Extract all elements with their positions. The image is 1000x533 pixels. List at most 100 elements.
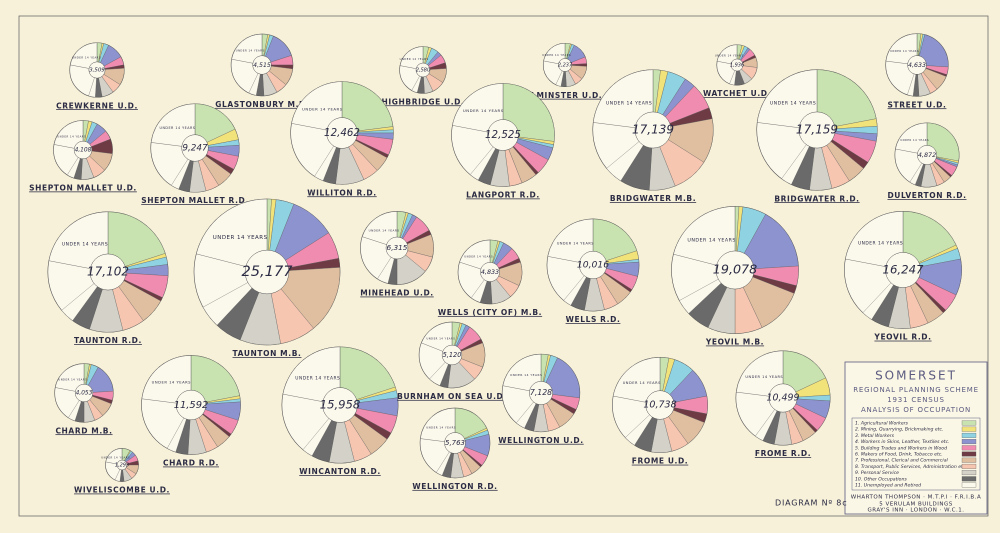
- under-14-label: UNDER 14 YEARS: [58, 377, 87, 381]
- pie-slice: [916, 34, 949, 68]
- under-14-label: UNDER 14 YEARS: [302, 106, 343, 111]
- population-total: 4,872: [918, 151, 936, 159]
- legend-swatch: [961, 445, 977, 451]
- pie-slice: [107, 211, 166, 273]
- population-total: 10,499: [767, 393, 800, 404]
- under-14-label: UNDER 14 YEARS: [160, 126, 196, 130]
- under-14-label: UNDER 14 YEARS: [463, 108, 504, 113]
- legend-title: SOMERSET: [875, 369, 957, 383]
- pie-slice-under-14: [502, 353, 542, 394]
- district-pie: 4,053 UNDER 14 YEARS CHARD M.B.: [54, 363, 114, 435]
- legend-label: 7. Professional, Clerical and Commercial: [855, 458, 949, 464]
- diagram-number: DIAGRAM Nº 8c: [775, 499, 847, 508]
- district-pie: 4,833 UNDER 14 YEARS WELLS (CITY OF) M.B.: [438, 239, 542, 317]
- centre-disc: [415, 62, 431, 78]
- under-14-label: UNDER 14 YEARS: [464, 254, 493, 258]
- pie-slice-under-14: [756, 69, 818, 131]
- legend-swatch: [961, 439, 977, 445]
- under-14-label: UNDER 14 YEARS: [72, 55, 101, 59]
- population-total: 15,958: [320, 398, 361, 412]
- district-pie: 2,580 UNDER 14 YEARS HIGHBRIDGE U.D.: [382, 46, 465, 106]
- legend-label: 9. Personal Service: [855, 470, 899, 476]
- centre-disc: [88, 61, 106, 79]
- district-pie: 4,633 UNDER 14 YEARS STREET U.D.: [885, 33, 949, 109]
- district-pie: 10,016 UNDER 14 YEARS WELLS R.D.: [546, 218, 640, 324]
- pie-slice-under-14: [48, 211, 109, 273]
- centre-disc: [252, 55, 272, 75]
- centre-disc: [322, 387, 358, 423]
- legend-subtitle: 1931 CENSUS: [887, 396, 944, 404]
- district-name: WILLITON R.D.: [307, 188, 376, 197]
- district-name: TAUNTON M.B.: [233, 349, 302, 358]
- under-14-label: UNDER 14 YEARS: [900, 138, 929, 142]
- centre-disc: [181, 134, 209, 162]
- pie-slice-under-14: [54, 363, 85, 394]
- population-total: 3,509: [89, 68, 105, 74]
- pie-slice-under-14: [291, 81, 343, 134]
- legend-swatch: [961, 420, 977, 426]
- pie-slice-under-14: [150, 103, 196, 149]
- legend-swatch: [961, 476, 977, 482]
- district-name: ILMINSTER U.D.: [528, 91, 603, 100]
- under-14-label: UNDER 14 YEARS: [369, 228, 400, 232]
- pie-slice-under-14: [452, 83, 504, 136]
- centre-disc: [385, 236, 409, 260]
- under-14-label: UNDER 14 YEARS: [715, 54, 744, 58]
- population-total: 25,177: [241, 263, 293, 280]
- centre-disc: [885, 252, 921, 288]
- district-name: WATCHET U.D.: [703, 89, 771, 98]
- district-pie: 7,128 UNDER 14 YEARS WELLINGTON U.D.: [498, 353, 583, 445]
- pie-slice-under-14: [105, 448, 123, 466]
- population-total: 4,108: [75, 148, 92, 154]
- pie-slice: [816, 69, 877, 131]
- district-name: LANGPORT R.D.: [466, 190, 540, 199]
- district-name: HIGHBRIDGE U.D.: [382, 97, 465, 106]
- pie-slice-under-14: [845, 211, 904, 271]
- pie-slice-under-14: [141, 355, 192, 406]
- population-total: 11,592: [174, 400, 209, 411]
- district-pie: 19,078 UNDER 14 YEARS YEOVIL M.B.: [671, 206, 799, 347]
- district-name: BURNHAM ON SEA U.D.: [397, 392, 507, 401]
- under-14-label: UNDER 14 YEARS: [542, 53, 571, 57]
- legend-label: 2. Mining, Quarrying, Brickmaking etc.: [855, 427, 944, 433]
- under-14-label: UNDER 14 YEARS: [687, 237, 736, 243]
- centre-disc: [645, 390, 675, 420]
- pie-slice-under-14: [53, 120, 84, 151]
- pie-slice-under-14: [421, 321, 453, 356]
- frame: [18, 15, 989, 517]
- district-pie: 12,462 UNDER 14 YEARS WILLITON R.D.: [290, 81, 394, 197]
- population-total: 17,159: [796, 123, 838, 137]
- district-name: BRIDGWATER R.D.: [774, 194, 859, 203]
- under-14-label: UNDER 14 YEARS: [770, 100, 816, 106]
- population-total: 17,139: [632, 123, 674, 137]
- pie-slice: [194, 103, 236, 149]
- centre-disc: [175, 389, 207, 421]
- district-pie: 4,872 UNDER 14 YEARS DULVERTON R.D.: [887, 122, 966, 200]
- pie-slice: [190, 355, 240, 406]
- population-total: 4,833: [481, 268, 499, 276]
- under-14-label: UNDER 14 YEARS: [426, 337, 455, 341]
- centre-disc: [917, 145, 937, 165]
- legend-swatch: [961, 457, 977, 463]
- district-pie: 2,237 UNDER 14 YEARS ILMINSTER U.D.: [528, 42, 603, 100]
- pie-slice-under-14: [895, 122, 928, 156]
- district-pie: 5,763 UNDER 14 YEARS WELLINGTON R.D.: [412, 407, 497, 491]
- population-total: 9,247: [182, 144, 208, 154]
- pie-slice-under-14: [196, 198, 268, 273]
- district-pie: 1,936 UNDER 14 YEARS WATCHET U.D.: [703, 44, 771, 98]
- pie-slice-under-14: [69, 42, 98, 71]
- legend-swatch: [961, 463, 977, 469]
- credit: 5 VERULAM BUILDINGS: [879, 502, 953, 508]
- legend-label: 5. Building Trades and Workers in Wood: [855, 445, 947, 451]
- district-name: YEOVIL R.D.: [873, 333, 931, 342]
- district-name: STREET U.D.: [888, 100, 947, 109]
- centre-disc: [768, 383, 798, 413]
- pie-slice-under-14: [420, 407, 456, 444]
- pie-slice: [902, 211, 957, 271]
- under-14-label: UNDER 14 YEARS: [606, 100, 652, 106]
- district-pie: 17,102 UNDER 14 YEARS TAUNTON R.D.: [47, 211, 169, 345]
- district-name: WELLINGTON U.D.: [498, 436, 583, 445]
- pie-slice-under-14: [231, 33, 263, 66]
- district-pie: 15,958 UNDER 14 YEARS WINCANTON R.D.: [281, 346, 399, 476]
